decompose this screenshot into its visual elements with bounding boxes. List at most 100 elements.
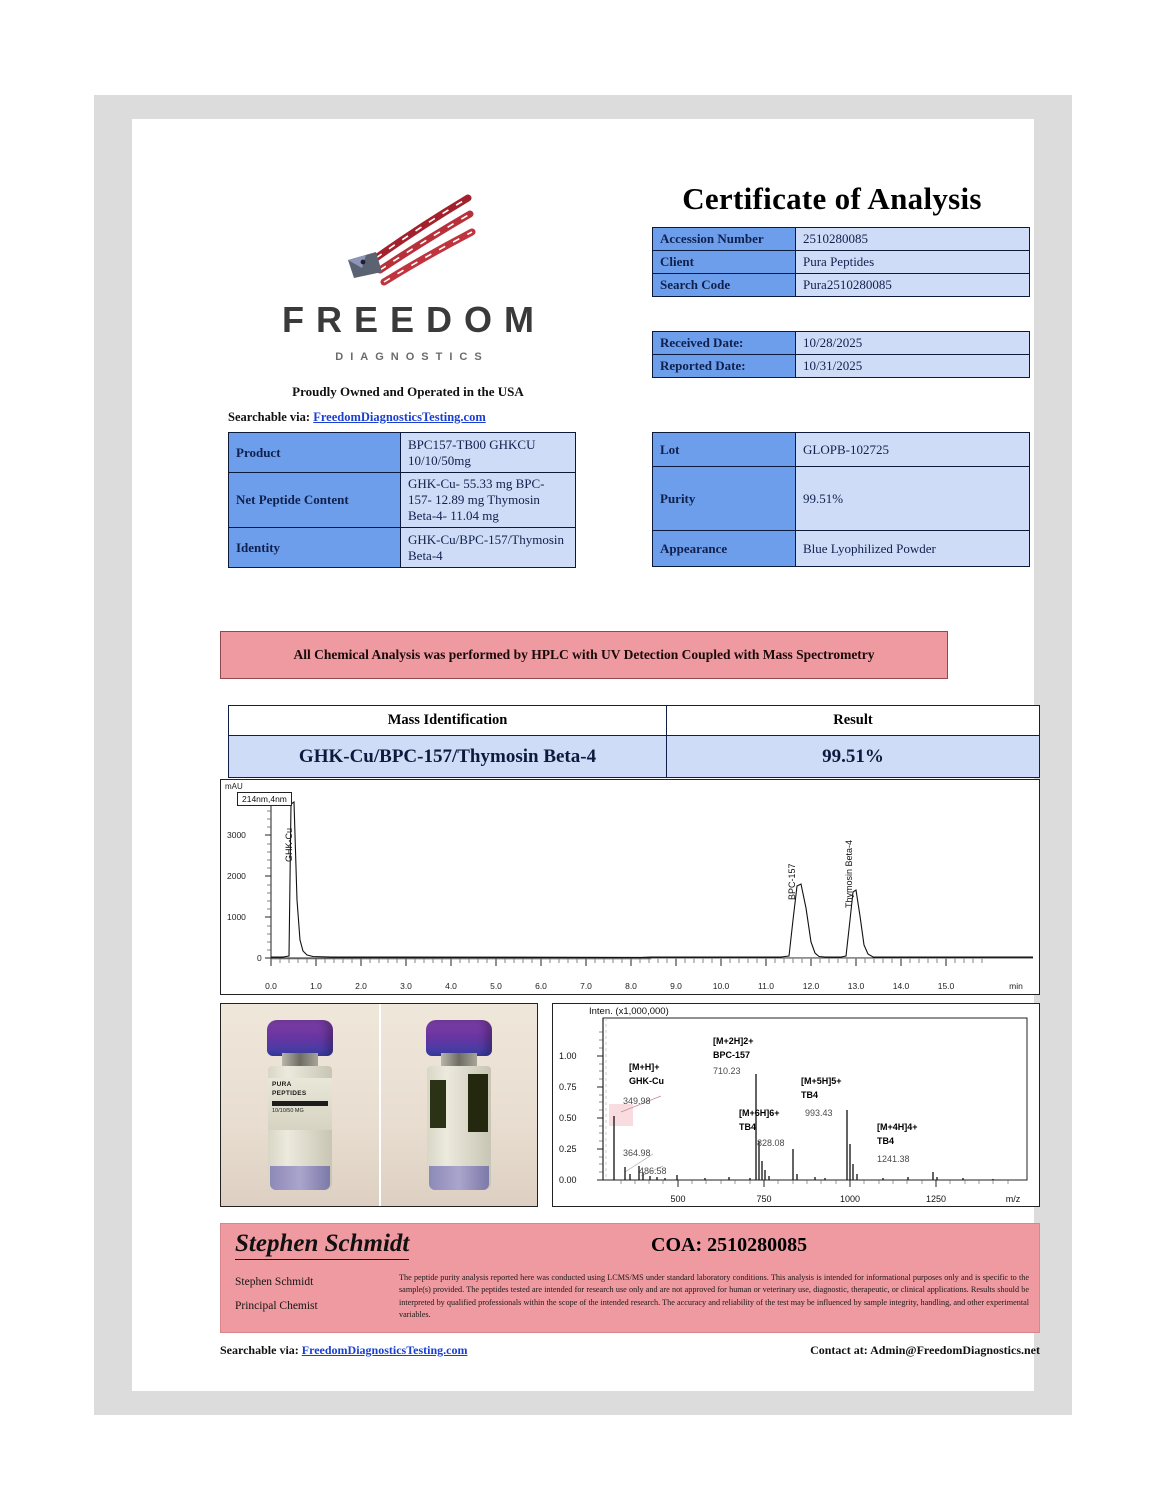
chromatogram-x-tick: 1.0: [310, 981, 322, 991]
chromatogram-x-tick: 3.0: [400, 981, 412, 991]
mass-identification-value: GHK-Cu/BPC-157/Thymosin Beta-4: [228, 735, 667, 778]
appearance-value: Blue Lyophilized Powder: [795, 530, 1030, 567]
search-code-value: Pura2510280085: [795, 273, 1030, 297]
purity-label: Purity: [652, 466, 796, 531]
hplc-chromatogram-chart: mAU 214nm,4nm: [220, 779, 1040, 995]
identity-label: Identity: [228, 527, 401, 568]
chromatogram-x-tick: 0.0: [265, 981, 277, 991]
annotation-tb4-4h-analyte: TB4: [877, 1136, 895, 1146]
certificate-page: FREEDOM DIAGNOSTICS Proudly Owned and Op…: [132, 119, 1040, 1391]
logo-wordmark: FREEDOM: [282, 299, 546, 340]
disclaimer-text: The peptide purity analysis reported her…: [399, 1273, 1029, 1319]
accession-number-label: Accession Number: [652, 227, 796, 251]
mass-spectrum-y-tick: 0.00: [559, 1175, 577, 1185]
mass-identification-header: Mass Identification: [228, 705, 667, 736]
vial-neck: [441, 1053, 477, 1069]
mass-spectrum-x-tick: 1000: [839, 1194, 861, 1204]
logo-subtitle: DIAGNOSTICS: [335, 351, 489, 363]
signature-band: Stephen Schmidt Stephen Schmidt Principa…: [220, 1223, 1040, 1333]
signature-script: Stephen Schmidt: [235, 1230, 410, 1260]
chromatogram-x-tick: 6.0: [535, 981, 547, 991]
mass-spectrum-chart: Inten. (x1,000,000): [552, 1003, 1040, 1207]
usa-tagline: Proudly Owned and Operated in the USA: [292, 384, 524, 399]
lot-label: Lot: [652, 432, 796, 467]
peak-label-bpc-157: BPC-157: [787, 863, 797, 900]
lot-value: GLOPB-102725: [795, 432, 1030, 467]
vial-label-side-right: [468, 1074, 488, 1132]
vial-label-line2: 10/10/50 MG: [272, 1107, 304, 1114]
annotation-tb4-4h-mz: 1241.38: [877, 1154, 910, 1164]
product-value: BPC157-TB00 GHKCU 10/10/50mg: [400, 432, 576, 473]
chromatogram-x-tick: 10.0: [712, 981, 730, 991]
mass-spectrum-x-tick: 1250: [925, 1194, 947, 1204]
vial-contents: [270, 1166, 330, 1190]
footer-searchable-label: Searchable via:: [220, 1343, 299, 1357]
accession-number-value: 2510280085: [795, 227, 1030, 251]
footer-contact: Contact at: Admin@FreedomDiagnostics.net: [810, 1343, 1040, 1357]
chromatogram-x-tick: 2.0: [355, 981, 367, 991]
mass-spectrum-title: Inten. (x1,000,000): [589, 1006, 669, 1017]
vial-photo-right: [379, 1004, 537, 1206]
table-row: Product BPC157-TB00 GHKCU 10/10/50mg: [228, 432, 576, 473]
annotation-ghk-cu-adduct: [M+H]+: [629, 1062, 660, 1072]
product-label: Product: [228, 432, 401, 473]
annotation-bpc157-analyte: BPC-157: [713, 1050, 751, 1060]
product-table: Product BPC157-TB00 GHKCU 10/10/50mg Net…: [228, 432, 576, 568]
company-logo: FREEDOM DIAGNOSTICS: [228, 194, 588, 363]
searchable-label: Searchable via:: [228, 410, 311, 424]
annotation-tb4-4h-adduct: [M+4H]4+: [877, 1122, 918, 1132]
vial-brand: PURA PEPTIDES: [272, 1081, 307, 1097]
annotation-ghk-cu-mz: 349.98: [623, 1096, 651, 1106]
annotation-tb4-5h-mz: 993.43: [805, 1108, 833, 1118]
purity-value: 99.51%: [795, 466, 1030, 531]
chromatogram-x-tick: 5.0: [490, 981, 502, 991]
vial-label-bar: [272, 1100, 328, 1106]
vial-label-front: PURA PEPTIDES 10/10/50 MG: [268, 1078, 332, 1130]
table-row: Appearance Blue Lyophilized Powder: [652, 530, 1030, 567]
peak-label-ghk-cu: GHK-Cu: [284, 827, 294, 862]
signature-printed-name: Stephen Schmidt: [235, 1276, 314, 1288]
vial-back: [422, 1020, 496, 1190]
chromatogram-y-tick: 0: [257, 953, 262, 963]
mass-spectrum-y-tick: 0.25: [559, 1144, 577, 1154]
table-row: Client Pura Peptides: [652, 250, 1030, 274]
client-value: Pura Peptides: [795, 250, 1030, 274]
annotation-tb4-5h-adduct: [M+5H]5+: [801, 1076, 842, 1086]
chromatogram-y-axis-label: mAU: [225, 782, 243, 791]
searchable-via-top: Searchable via: FreedomDiagnosticsTestin…: [228, 410, 486, 425]
annotation-bpc157-adduct: [M+2H]2+: [713, 1036, 754, 1046]
footer-searchable: Searchable via: FreedomDiagnosticsTestin…: [220, 1343, 467, 1358]
analysis-method-banner: All Chemical Analysis was performed by H…: [220, 631, 948, 679]
logo-eagle-flag-icon: [228, 194, 588, 299]
mass-spectrum-x-tick: 500: [670, 1194, 686, 1204]
result-value: 99.51%: [666, 735, 1040, 778]
footer-searchable-link[interactable]: FreedomDiagnosticsTesting.com: [301, 1343, 468, 1357]
page-frame: FREEDOM DIAGNOSTICS Proudly Owned and Op…: [94, 95, 1072, 1415]
table-row: Lot GLOPB-102725: [652, 432, 1030, 467]
mass-spectrum-y-tick: 0.50: [559, 1113, 577, 1123]
chromatogram-x-tick: 8.0: [625, 981, 637, 991]
signature-role: Principal Chemist: [235, 1300, 318, 1312]
table-row: GHK-Cu/BPC-157/Thymosin Beta-4 99.51%: [228, 735, 1040, 778]
annotation-bpc157-mz: 710.23: [713, 1066, 741, 1076]
table-row: Identity GHK-Cu/BPC-157/Thymosin Beta-4: [228, 527, 576, 568]
chromatogram-y-tick: 1000: [227, 912, 246, 922]
chromatogram-plot: [265, 800, 1033, 966]
page-footer: Searchable via: FreedomDiagnosticsTestin…: [220, 1343, 1040, 1358]
searchable-link[interactable]: FreedomDiagnosticsTesting.com: [313, 410, 486, 424]
identity-value: GHK-Cu/BPC-157/Thymosin Beta-4: [400, 527, 576, 568]
mass-spectrum-x-tick: 750: [756, 1194, 772, 1204]
table-header-row: Mass Identification Result: [228, 705, 1040, 736]
dates-table: Received Date: 10/28/2025 Reported Date:…: [652, 331, 1030, 378]
reported-date-value: 10/31/2025: [795, 354, 1030, 378]
table-row: Accession Number 2510280085: [652, 227, 1030, 251]
table-row: Purity 99.51%: [652, 466, 1030, 531]
page-title: Certificate of Analysis: [682, 181, 982, 216]
annotation-peak-486-mz: 486.58: [639, 1166, 667, 1176]
detector-wavelength-annotation: 214nm,4nm: [237, 792, 292, 806]
chromatogram-x-tick: 14.0: [892, 981, 910, 991]
net-peptide-content-value: GHK-Cu- 55.33 mg BPC-157- 12.89 mg Thymo…: [400, 472, 576, 528]
chromatogram-x-tick: 12.0: [802, 981, 820, 991]
annotation-peak-364-mz: 364.98: [623, 1148, 651, 1158]
vial-cap: [267, 1020, 333, 1056]
